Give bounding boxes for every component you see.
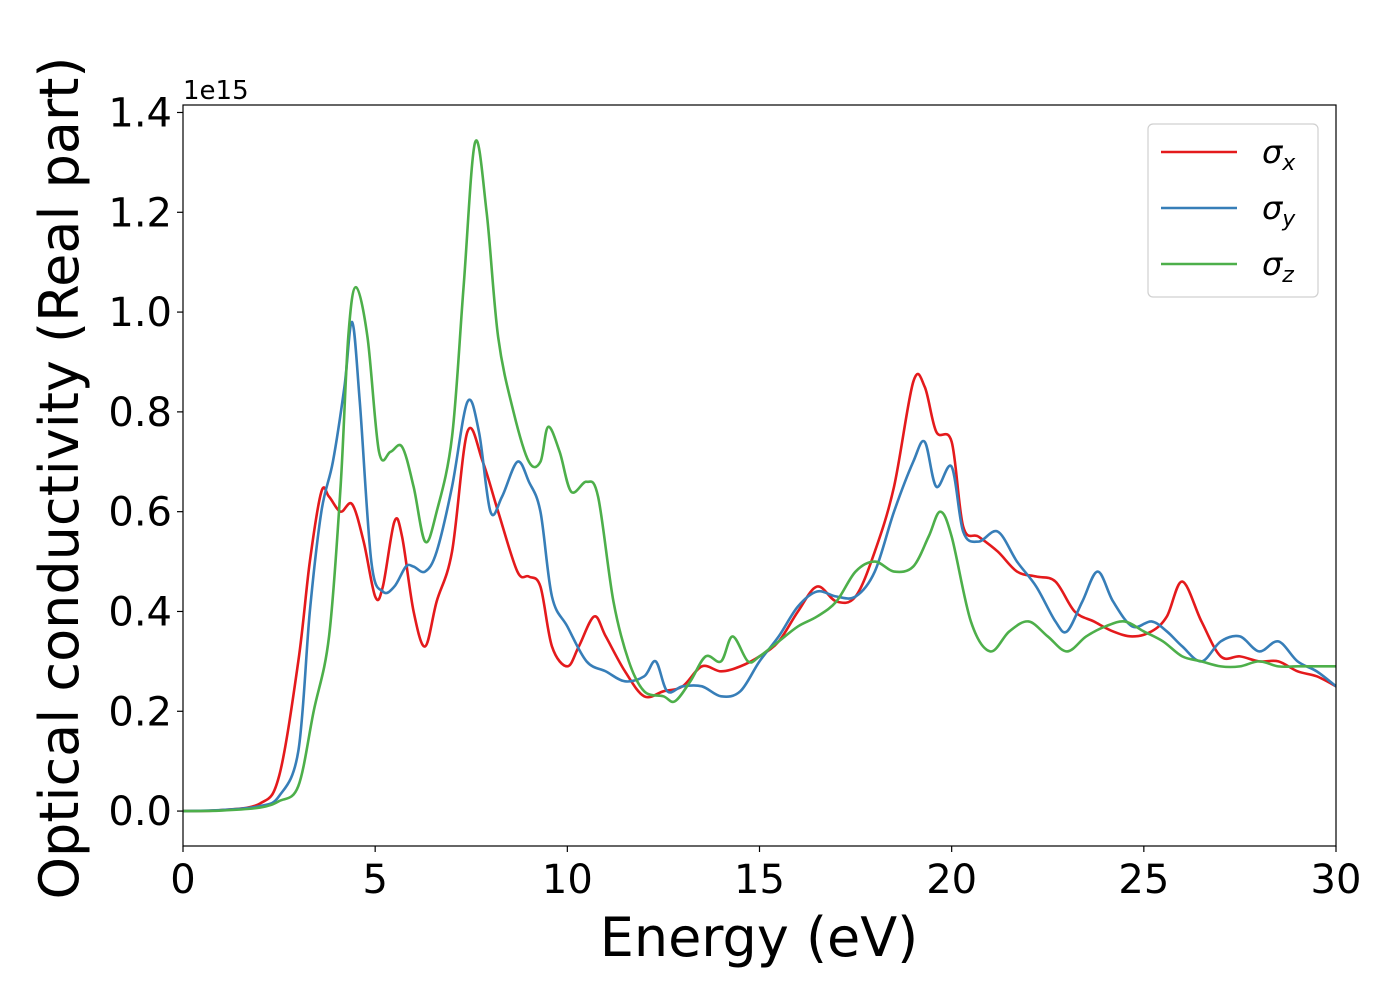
legend-label-y: σy bbox=[1262, 189, 1296, 232]
legend-item-y: σy bbox=[1161, 189, 1296, 232]
legend-label-x: σx bbox=[1262, 133, 1296, 176]
series-lines bbox=[183, 139, 1336, 813]
axes: 0 5 10 15 20 25 30 0.0 0.2 0.4 0.6 0.8 1.0 1.2 1.4 bbox=[108, 90, 1361, 903]
legend-label-z: σz bbox=[1262, 245, 1294, 288]
y-tick-label: 1.2 bbox=[108, 190, 172, 236]
legend: σx σy σz bbox=[1147, 123, 1319, 298]
x-tick-label: 30 bbox=[1311, 857, 1362, 903]
x-tick-label: 5 bbox=[362, 857, 387, 903]
x-tick-label: 10 bbox=[542, 857, 593, 903]
legend-item-x: σx bbox=[1161, 133, 1296, 176]
plot-area bbox=[183, 139, 1336, 813]
series-line-y bbox=[183, 320, 1336, 813]
y-tick-label: 0.8 bbox=[108, 390, 172, 436]
y-axis-offset-label: 1e15 bbox=[183, 76, 249, 106]
y-tick-label: 1.4 bbox=[108, 90, 172, 136]
y-tick-label: 0.2 bbox=[108, 689, 172, 735]
series-line-z bbox=[183, 139, 1336, 813]
x-tick-label: 15 bbox=[734, 857, 785, 903]
series-line-x bbox=[183, 372, 1336, 813]
y-tick-label: 0.6 bbox=[108, 490, 172, 536]
legend-box bbox=[1147, 123, 1319, 298]
x-tick-label: 25 bbox=[1118, 857, 1169, 903]
y-axis-title: Optical conductivity (Real part) bbox=[28, 57, 91, 900]
x-tick-label: 0 bbox=[170, 857, 195, 903]
x-axis-title: Energy (eV) bbox=[600, 906, 919, 969]
legend-item-z: σz bbox=[1161, 245, 1294, 288]
y-tick-label: 1.0 bbox=[108, 290, 172, 336]
x-tick-label: 20 bbox=[926, 857, 977, 903]
y-tick-label: 0.4 bbox=[108, 589, 172, 635]
y-tick-label: 0.0 bbox=[108, 789, 172, 835]
